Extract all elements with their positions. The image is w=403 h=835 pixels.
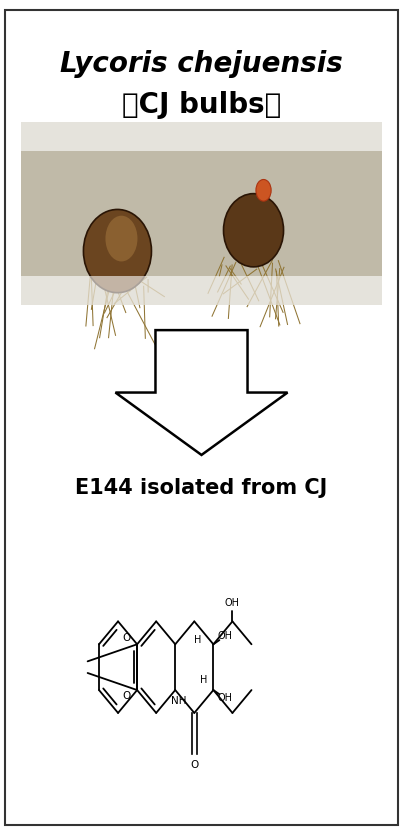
Text: NH: NH <box>172 696 187 706</box>
FancyBboxPatch shape <box>21 276 382 305</box>
Text: OH: OH <box>217 693 232 703</box>
Text: OH: OH <box>225 598 240 608</box>
Ellipse shape <box>224 194 284 267</box>
Text: OH: OH <box>217 631 232 641</box>
Ellipse shape <box>106 215 137 261</box>
FancyBboxPatch shape <box>21 122 382 151</box>
Ellipse shape <box>83 210 152 292</box>
Text: E144 isolated from CJ: E144 isolated from CJ <box>75 478 328 498</box>
Polygon shape <box>115 330 288 455</box>
Text: O: O <box>190 760 198 770</box>
FancyBboxPatch shape <box>21 122 382 305</box>
Ellipse shape <box>256 180 271 201</box>
Text: Lycoris chejuensis: Lycoris chejuensis <box>60 50 343 78</box>
Text: H: H <box>199 675 207 685</box>
Text: O: O <box>122 634 131 644</box>
Text: O: O <box>122 691 131 701</box>
Text: H: H <box>194 635 201 645</box>
Text: （CJ bulbs）: （CJ bulbs） <box>122 91 281 119</box>
